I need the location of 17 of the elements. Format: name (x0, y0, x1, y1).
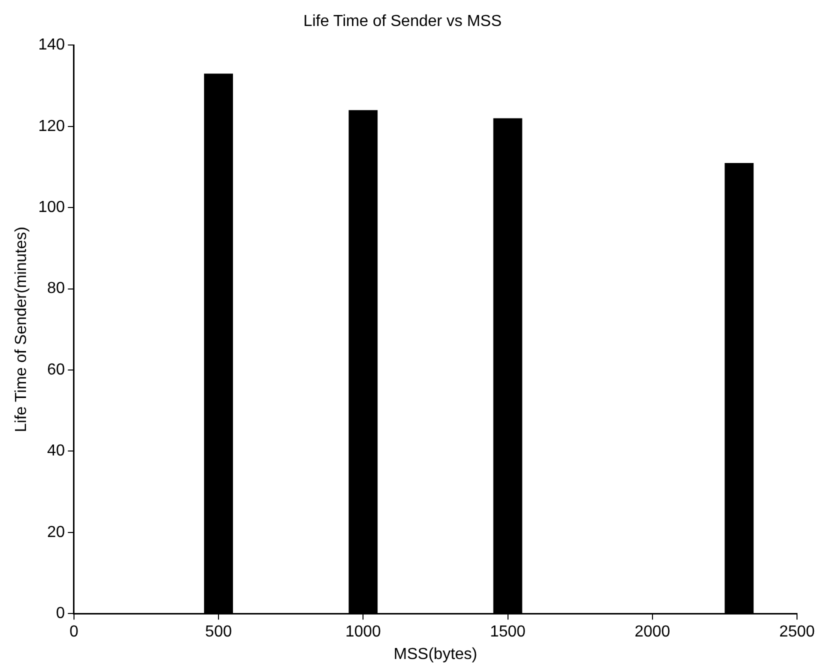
y-tick-label: 0 (56, 605, 65, 622)
y-tick-label: 60 (47, 361, 65, 378)
y-tick-label: 40 (47, 442, 65, 460)
x-axis-title: MSS(bytes) (394, 646, 478, 663)
x-tick-label: 1000 (345, 624, 382, 641)
x-tick-label: 2500 (779, 624, 815, 641)
y-axis-title: Life Time of Sender(minutes) (13, 226, 30, 432)
y-tick-label: 20 (47, 524, 65, 541)
y-tick-label: 100 (38, 199, 65, 216)
y-tick-label: 120 (38, 118, 65, 135)
x-tick-label: 2000 (634, 624, 670, 641)
chart-title: Life Time of Sender vs MSS (303, 13, 502, 30)
x-tick-label: 500 (205, 624, 232, 641)
y-tick-label: 80 (47, 280, 65, 298)
x-tick-label: 0 (69, 624, 78, 641)
y-tick-label: 140 (38, 36, 65, 54)
x-tick-label: 1500 (490, 624, 526, 641)
